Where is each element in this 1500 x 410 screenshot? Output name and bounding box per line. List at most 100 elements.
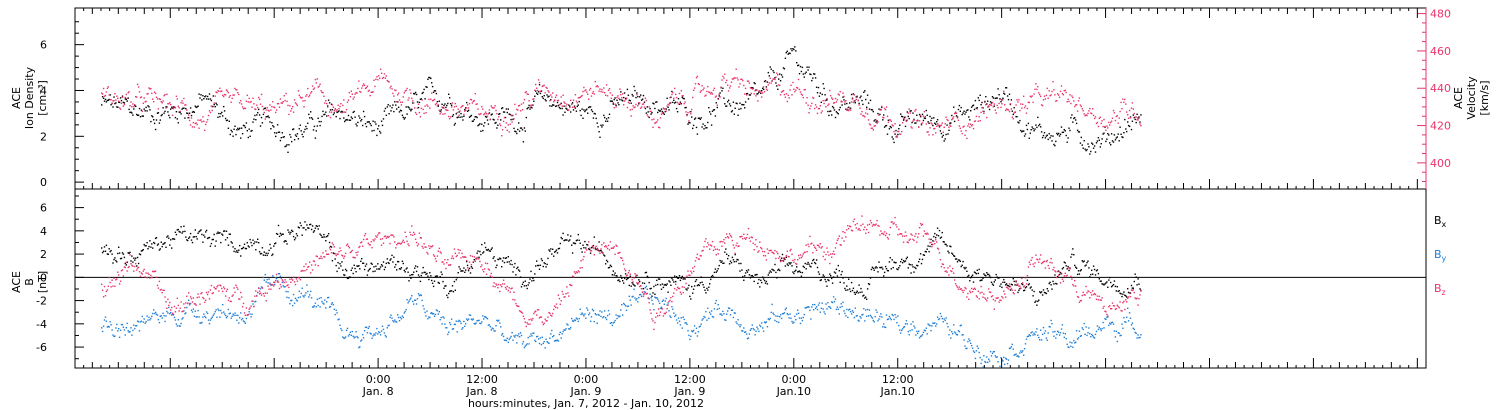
data-point bbox=[627, 305, 630, 307]
data-point bbox=[355, 331, 357, 333]
data-point bbox=[794, 270, 796, 273]
data-point bbox=[984, 100, 986, 103]
data-point bbox=[175, 233, 178, 236]
data-point bbox=[186, 295, 188, 297]
data-point bbox=[267, 282, 269, 284]
data-point bbox=[126, 270, 128, 272]
data-point bbox=[372, 91, 374, 93]
data-point bbox=[642, 103, 645, 105]
data-point bbox=[988, 273, 990, 276]
data-point bbox=[601, 311, 603, 313]
data-point bbox=[108, 94, 110, 96]
data-point bbox=[707, 85, 709, 88]
data-point bbox=[431, 82, 433, 84]
data-point bbox=[275, 135, 277, 138]
data-point bbox=[572, 242, 575, 244]
data-point bbox=[447, 333, 449, 336]
data-point bbox=[1055, 337, 1057, 339]
data-point bbox=[233, 250, 235, 253]
data-point bbox=[274, 106, 276, 109]
data-point bbox=[181, 108, 183, 110]
data-point bbox=[1127, 124, 1130, 127]
data-point bbox=[657, 109, 660, 111]
data-point bbox=[670, 101, 672, 104]
data-point bbox=[1129, 317, 1132, 319]
data-point bbox=[542, 323, 544, 326]
data-point bbox=[614, 103, 616, 105]
data-point bbox=[518, 333, 520, 335]
data-point bbox=[632, 283, 634, 285]
data-point bbox=[929, 115, 931, 118]
data-point bbox=[792, 271, 794, 273]
data-point bbox=[994, 355, 996, 357]
data-point bbox=[975, 115, 978, 118]
data-point bbox=[1054, 144, 1056, 147]
data-point bbox=[789, 313, 791, 315]
data-point bbox=[1085, 264, 1087, 266]
data-point bbox=[1023, 95, 1025, 97]
data-point bbox=[277, 102, 280, 105]
data-point bbox=[627, 101, 630, 103]
data-point bbox=[161, 102, 163, 104]
data-point bbox=[858, 104, 860, 106]
data-point bbox=[817, 86, 820, 89]
data-point bbox=[665, 110, 667, 112]
data-point bbox=[519, 110, 522, 112]
data-point bbox=[881, 105, 883, 108]
data-point bbox=[968, 116, 970, 118]
data-point bbox=[437, 313, 439, 315]
data-point bbox=[327, 297, 329, 299]
data-point bbox=[445, 285, 447, 287]
data-point bbox=[542, 85, 544, 87]
data-point bbox=[864, 297, 866, 299]
data-point bbox=[118, 107, 121, 109]
data-point bbox=[520, 334, 523, 337]
data-point bbox=[870, 268, 873, 271]
data-point bbox=[575, 317, 578, 319]
data-point bbox=[449, 116, 452, 118]
data-point bbox=[1136, 284, 1138, 286]
data-point bbox=[719, 92, 721, 94]
data-point bbox=[487, 268, 490, 270]
data-point bbox=[465, 269, 467, 271]
data-point bbox=[429, 247, 431, 250]
data-point bbox=[1124, 294, 1126, 296]
data-point bbox=[118, 283, 121, 285]
data-point bbox=[556, 101, 559, 104]
data-point bbox=[449, 102, 452, 105]
data-point bbox=[199, 230, 201, 232]
data-point bbox=[915, 267, 917, 270]
data-point bbox=[157, 243, 160, 245]
data-point bbox=[597, 249, 599, 251]
data-point bbox=[1045, 337, 1048, 339]
data-point bbox=[954, 111, 957, 113]
data-point bbox=[535, 310, 537, 312]
data-point bbox=[838, 94, 840, 96]
data-point bbox=[541, 321, 543, 323]
data-point bbox=[243, 321, 246, 323]
data-point bbox=[561, 238, 563, 240]
data-point bbox=[453, 323, 456, 326]
data-point bbox=[396, 269, 398, 271]
data-point bbox=[275, 132, 278, 134]
data-point bbox=[967, 275, 969, 278]
data-point bbox=[409, 274, 411, 277]
data-point bbox=[813, 309, 815, 311]
data-point bbox=[103, 246, 106, 248]
data-point bbox=[725, 105, 727, 107]
data-point bbox=[138, 91, 141, 93]
data-point bbox=[433, 98, 436, 101]
data-point bbox=[907, 112, 909, 114]
data-point bbox=[108, 326, 110, 328]
data-point bbox=[270, 247, 272, 249]
data-point bbox=[1044, 137, 1047, 139]
data-point bbox=[170, 239, 172, 241]
data-point bbox=[817, 107, 820, 110]
data-point bbox=[209, 98, 212, 100]
data-point bbox=[841, 101, 843, 103]
data-point bbox=[957, 330, 960, 332]
data-point bbox=[1055, 140, 1057, 143]
data-point bbox=[840, 303, 842, 305]
data-point bbox=[1014, 353, 1016, 356]
data-point bbox=[333, 246, 335, 248]
